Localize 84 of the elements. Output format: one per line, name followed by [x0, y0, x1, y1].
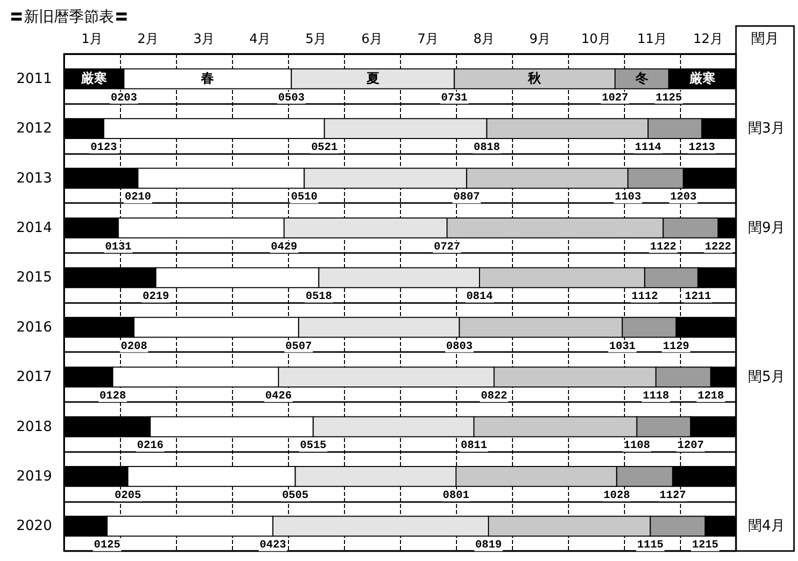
- y-tick-label: 2019: [16, 468, 52, 484]
- y2-tick-label: 閏5月: [748, 369, 785, 386]
- y2-tick-label: 閏3月: [748, 120, 785, 137]
- y-tick-label: 2020: [16, 518, 52, 534]
- annotation: 1207: [677, 440, 704, 452]
- annotation: 1108: [624, 440, 650, 452]
- annotation: 0123: [90, 142, 118, 154]
- annotation: 0507: [285, 340, 312, 353]
- series-label: 厳寒: [688, 70, 716, 86]
- y2-axis-title: 閏月: [751, 31, 779, 47]
- annotation: 0807: [453, 192, 480, 204]
- annotation: 1215: [692, 540, 719, 552]
- annotation: 1129: [662, 340, 690, 353]
- annotation: 0429: [270, 241, 298, 254]
- annotation: 1222: [704, 241, 732, 254]
- annotation: 1218: [698, 390, 724, 402]
- annotation: 0727: [434, 241, 460, 254]
- annotation: 0510: [291, 192, 318, 204]
- annotation: 0203: [110, 92, 138, 104]
- y-tick-label: 2017: [16, 369, 52, 386]
- x-tick-label: 12月: [693, 32, 723, 47]
- x-tick-label: 4月: [249, 32, 271, 47]
- series-label: 春: [200, 71, 214, 86]
- x-tick-label: 10月: [581, 32, 611, 47]
- series-label: 厳寒: [80, 70, 107, 86]
- annotation: 0426: [265, 390, 292, 402]
- y-tick-label: 2013: [16, 170, 52, 186]
- annotation: 0208: [120, 340, 148, 353]
- annotation: 1115: [637, 540, 664, 552]
- annotation: 0822: [480, 390, 508, 402]
- annotation: 0515: [300, 440, 327, 452]
- x-tick-label: 8月: [473, 32, 495, 47]
- annotation: 0216: [137, 440, 164, 452]
- chart-title: 〓新旧暦季節表〓: [9, 8, 129, 26]
- annotation: 1031: [609, 340, 636, 353]
- annotation: 0503: [278, 92, 305, 104]
- annotation: 0731: [441, 92, 468, 104]
- annotation: 0125: [94, 540, 121, 552]
- annotation: 0128: [100, 390, 126, 402]
- annotation: 0803: [446, 340, 473, 353]
- annotation: 1103: [614, 192, 642, 204]
- x-tick-label: 5月: [305, 32, 327, 47]
- y2-tick-label: 閏9月: [748, 220, 785, 236]
- y-tick-label: 2012: [16, 120, 52, 137]
- annotation: 0423: [260, 540, 286, 552]
- annotation: 1122: [650, 241, 676, 254]
- x-tick-label: 2月: [137, 32, 159, 47]
- annotation: 0801: [442, 490, 470, 502]
- annotation: 1211: [684, 291, 712, 304]
- annotation: 0818: [474, 142, 500, 154]
- y-tick-label: 2015: [16, 270, 52, 286]
- annotation: 1125: [656, 92, 682, 104]
- annotation: 1114: [634, 142, 662, 154]
- annotation: 0505: [282, 490, 309, 502]
- x-tick-label: 9月: [529, 32, 551, 47]
- x-tick-label: 11月: [637, 32, 667, 47]
- annotation: 0521: [311, 142, 338, 154]
- annotation: 0819: [475, 540, 502, 552]
- annotation: 1027: [602, 92, 628, 104]
- y-tick-label: 2016: [16, 319, 52, 336]
- series-label: 秋: [527, 71, 542, 86]
- annotation: 1118: [642, 390, 670, 402]
- x-tick-label: 7月: [417, 32, 439, 47]
- y2-tick-label: 閏4月: [748, 518, 785, 534]
- series-label: 冬: [634, 71, 648, 86]
- annotation: 0811: [460, 440, 488, 452]
- annotation: 0518: [306, 291, 332, 304]
- annotation: 1127: [660, 490, 686, 502]
- series-label: 夏: [365, 71, 380, 86]
- y-tick-label: 2011: [16, 70, 52, 87]
- annotation: 0131: [105, 241, 132, 254]
- annotation: 0210: [124, 192, 152, 204]
- annotation: 1112: [632, 291, 658, 304]
- annotation: 0205: [114, 490, 142, 502]
- y-tick-label: 2014: [16, 220, 52, 236]
- x-tick-label: 6月: [361, 32, 383, 47]
- x-tick-label: 1月: [81, 32, 103, 47]
- annotation: 1028: [604, 490, 630, 502]
- annotation: 1213: [688, 142, 716, 154]
- annotation: 0219: [142, 291, 170, 304]
- x-tick-label: 3月: [193, 32, 215, 47]
- annotation: 1203: [670, 192, 697, 204]
- annotation: 0814: [466, 291, 494, 304]
- y-tick-label: 2018: [16, 418, 52, 435]
